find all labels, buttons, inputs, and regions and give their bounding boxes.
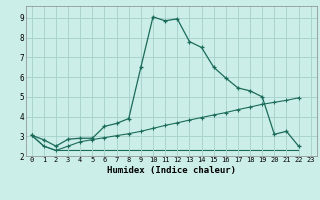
X-axis label: Humidex (Indice chaleur): Humidex (Indice chaleur) bbox=[107, 166, 236, 175]
